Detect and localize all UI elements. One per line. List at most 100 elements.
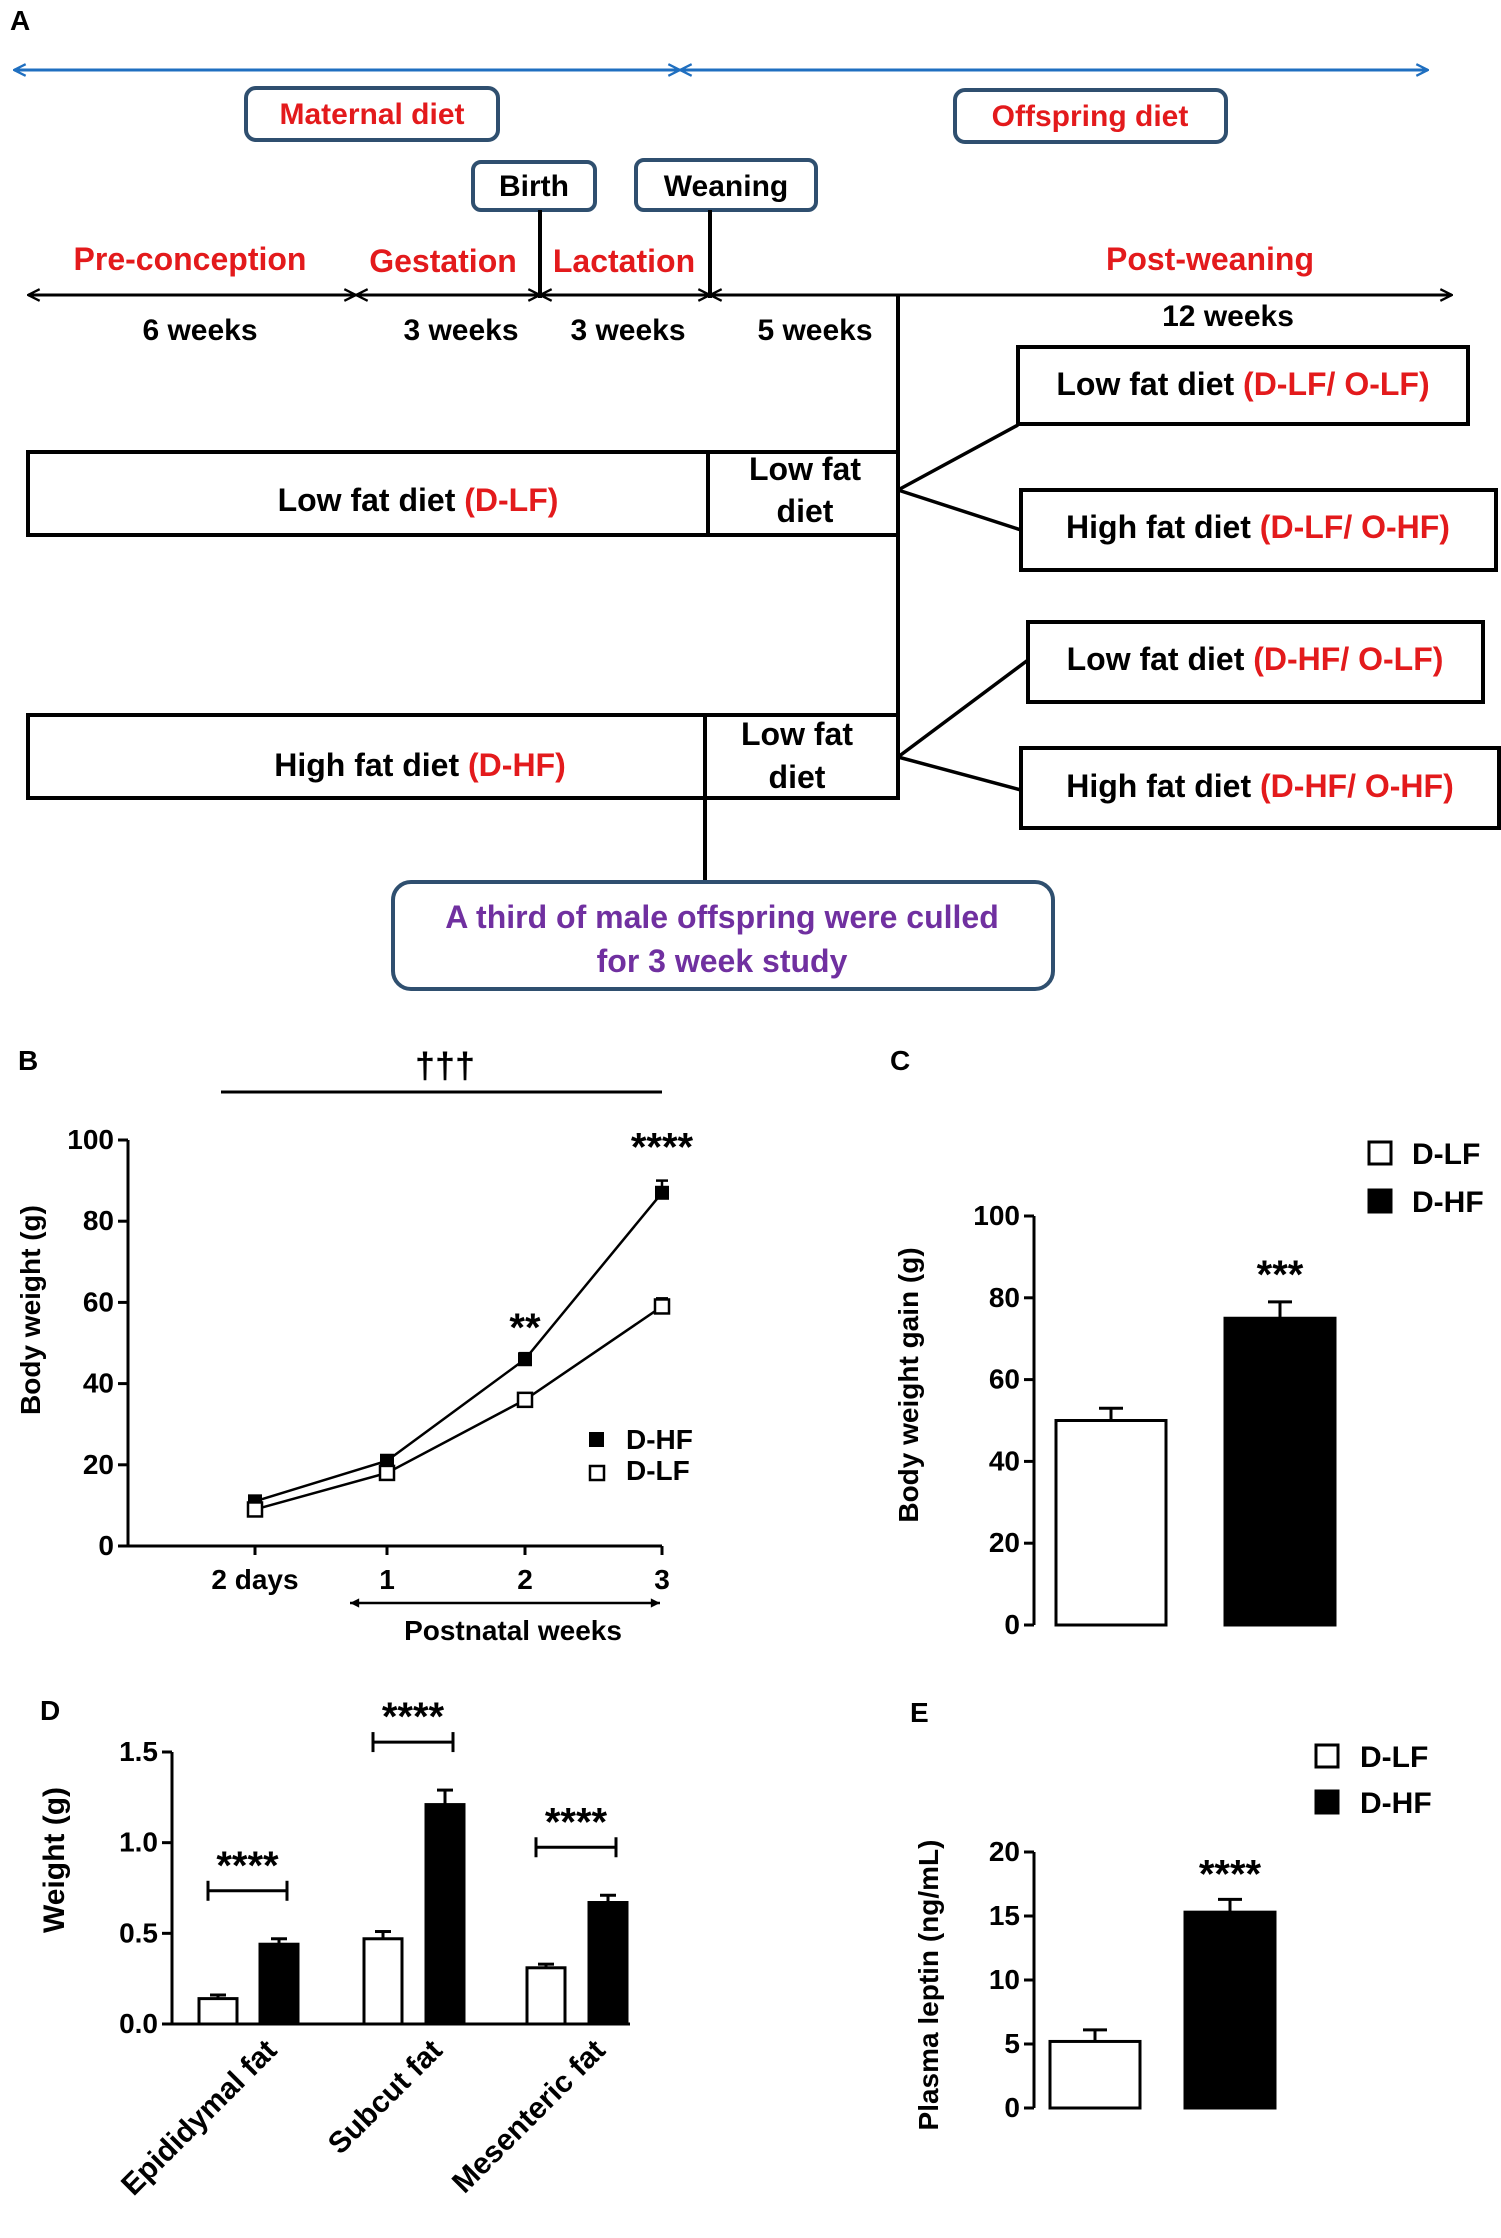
panel-b-xtick-label: 3	[654, 1564, 670, 1595]
panel-d-bar-d-hf	[258, 1942, 300, 2026]
panel-label-b: B	[18, 1045, 38, 1076]
maternal-hf-label: High fat diet (D-HF)	[274, 747, 566, 783]
duration-3w-lactation: 3 weeks	[570, 314, 685, 347]
panel-b-point-d-hf	[655, 1185, 669, 1200]
offspring-box-dhf-olf	[1026, 620, 1485, 704]
panel-d-ylabel: Weight (g)	[38, 1787, 71, 1933]
panel-e-sig: ****	[1199, 1852, 1262, 1896]
panel-e-bar-d-lf	[1048, 2039, 1142, 2110]
panel-c-ytick-label: 100	[973, 1200, 1020, 1231]
panel-b-xtick-label: 2 days	[211, 1564, 298, 1595]
panel-label-a: A	[10, 5, 30, 36]
panel-d-bar-d-lf	[197, 1997, 239, 2026]
panel-e: E Plasma leptin (ng/mL) 0 5 10 15 20 **** D-…	[910, 1697, 1432, 2130]
panel-b-ytick-label: 40	[83, 1368, 114, 1399]
panel-b-ytick-label: 80	[83, 1205, 114, 1236]
panel-c-ytick-label: 80	[989, 1282, 1020, 1313]
panel-c-ylabel: Body weight gain (g)	[893, 1247, 924, 1522]
panel-e-legend-dlf-swatch	[1314, 1743, 1340, 1769]
panel-b-point-d-hf	[518, 1352, 532, 1367]
offspring-box-dhf-ohf	[1019, 746, 1501, 830]
duration-5w: 5 weeks	[757, 314, 872, 347]
panel-e-ytick-label: 15	[989, 1900, 1020, 1931]
branch-hf-ohf	[897, 755, 1022, 792]
panel-b-ytick-label: 0	[98, 1530, 114, 1561]
panel-b-legend-dhf: D-HF	[626, 1424, 693, 1455]
panel-b-line-d-lf	[254, 1305, 663, 1511]
panel-b-point-d-lf	[516, 1391, 534, 1409]
hf-weaning-diet-line1: Low fat	[741, 716, 853, 752]
offspring-diet-box	[953, 88, 1228, 144]
panel-b-sig-week3: ****	[631, 1126, 694, 1170]
cull-note-line1: A third of male offspring were culled	[445, 899, 999, 935]
branch-hf-olf	[896, 658, 1030, 759]
panel-e-ytick-label: 5	[1004, 2028, 1020, 2059]
panel-c-bar-d-lf	[1054, 1419, 1168, 1627]
phase-preconception: Pre-conception	[74, 241, 307, 277]
panel-d-ytick-label: 1.0	[119, 1827, 158, 1858]
phase-lactation: Lactation	[553, 243, 695, 279]
panel-e-legend-dlf: D-LF	[1360, 1741, 1428, 1774]
panel-b-points	[246, 1179, 671, 1518]
panel-b-legend-dlf: D-LF	[626, 1455, 690, 1486]
panel-e-legend-dhf: D-HF	[1360, 1787, 1432, 1820]
panel-b-xlabel: Postnatal weeks	[404, 1615, 622, 1646]
panel-d-bars	[197, 1788, 629, 2026]
panel-b-ytick-label: 60	[83, 1286, 114, 1317]
panel-d-ytick-label: 1.5	[119, 1736, 158, 1767]
panel-b-line-d-hf	[254, 1191, 663, 1503]
phase-gestation: Gestation	[369, 243, 517, 279]
offspring-dlf-ohf-label: High fat diet (D-LF/ O-HF)	[1066, 509, 1450, 545]
panel-e-ylabel: Plasma leptin (ng/mL)	[913, 1840, 944, 2131]
panel-b-ylabel: Body weight (g)	[15, 1205, 46, 1415]
panel-c-ytick-label: 60	[989, 1364, 1020, 1395]
panel-e-ytick-label: 20	[989, 1836, 1020, 1867]
lf-weaning-diet-line2: diet	[777, 493, 834, 529]
panel-d-sig: ****	[545, 1800, 608, 1844]
panel-c-ytick-label: 0	[1004, 1609, 1020, 1640]
panel-c-legend-dlf-swatch	[1367, 1140, 1393, 1166]
offspring-box-dlf-ohf	[1019, 488, 1498, 572]
maternal-hf-bar	[26, 713, 900, 800]
panel-b-axes	[126, 1140, 662, 1548]
maternal-diet-box	[244, 86, 500, 142]
panel-e-ytick-label: 10	[989, 1964, 1020, 1995]
panel-b-ytick-label: 20	[83, 1449, 114, 1480]
panel-c-sig: ***	[1257, 1253, 1304, 1297]
panel-b-sig-week2: **	[509, 1306, 541, 1350]
panel-d-ytick-label: 0.0	[119, 2008, 158, 2039]
panel-d-bar-d-lf	[362, 1937, 404, 2026]
panel-b-legend-dlf-marker	[588, 1464, 606, 1482]
panel-b-ticks: 0 20 40 60 80 100	[67, 1124, 128, 1561]
panel-d-ticks: 0.0 0.5 1.0 1.5	[119, 1736, 172, 2039]
panel-b-legend-dhf-marker	[589, 1432, 604, 1447]
hf-weaning-diet-line2: diet	[769, 759, 826, 795]
panel-d-brackets: **** **** ****	[206, 1695, 618, 1901]
panel-d-ytick-label: 0.5	[119, 1917, 158, 1948]
panel-e-legend-dhf-swatch	[1314, 1789, 1340, 1815]
panel-d-bar-d-lf	[525, 1966, 567, 2026]
panel-d-xtick-label: Mesenteric fat	[446, 2034, 612, 2200]
panel-label-d: D	[40, 1695, 60, 1726]
weaning-box	[634, 158, 818, 212]
panel-b-xtick-label: 2	[517, 1564, 533, 1595]
panel-b-point-d-hf	[380, 1453, 394, 1468]
maternal-lf-label: Low fat diet (D-LF)	[278, 482, 559, 518]
offspring-diet-label: Offspring diet	[992, 100, 1189, 133]
cull-box	[391, 880, 1055, 991]
panel-d-bar-d-hf	[424, 1803, 466, 2026]
panel-b-lines	[254, 1191, 663, 1511]
maternal-diet-label: Maternal diet	[279, 98, 464, 131]
panel-c-legend-dhf-swatch	[1367, 1188, 1393, 1214]
panel-b-xtick-label: 1	[379, 1564, 395, 1595]
birth-box	[471, 160, 597, 212]
phase-postweaning: Post-weaning	[1106, 241, 1314, 277]
panel-d-xtick-label: Epididymal fat	[115, 2034, 283, 2202]
panel-e-bar-d-hf	[1183, 1910, 1277, 2110]
branch-lf-olf	[897, 423, 1019, 492]
panel-d-sig: ****	[382, 1695, 445, 1739]
duration-12w: 12 weeks	[1162, 300, 1294, 333]
panel-e-ticks: 0 5 10 15 20	[989, 1836, 1034, 2123]
